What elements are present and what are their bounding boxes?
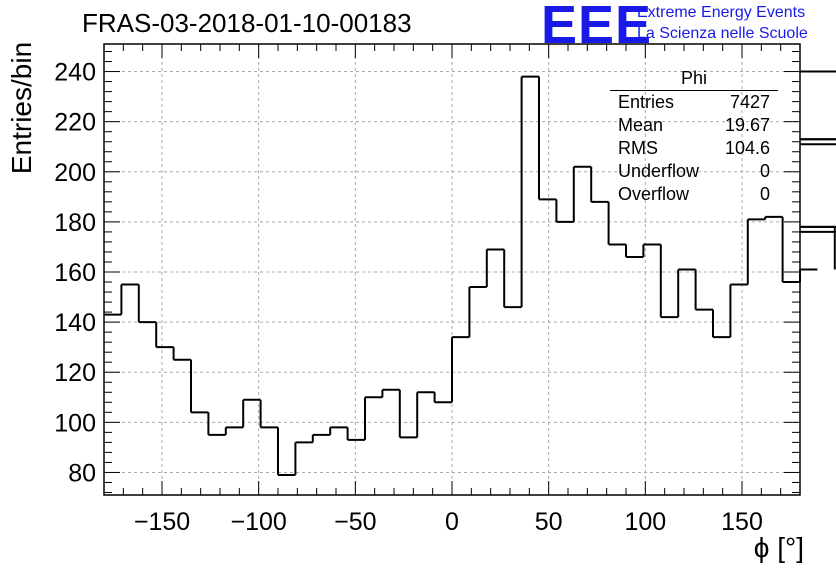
stats-title: Phi: [610, 68, 778, 91]
stats-box: Phi Entries 7427 Mean 19.67 RMS 104.6 Under…: [610, 68, 778, 206]
stats-row: Entries 7427: [610, 91, 778, 114]
stats-row: Underflow 0: [610, 160, 778, 183]
logo-line-2: La Scienza nelle Scuole: [637, 25, 808, 42]
stats-label: Entries: [618, 92, 675, 112]
y-tick-label: 100: [54, 409, 96, 437]
x-tick-label: 50: [535, 508, 563, 536]
stats-value: 104.6: [724, 138, 770, 158]
stats-label: Overflow: [618, 184, 690, 204]
y-tick-label: 80: [68, 459, 96, 487]
y-axis-label: Entries/bin: [6, 41, 37, 175]
x-tick-label: −100: [231, 508, 287, 536]
chart-title: FRAS-03-2018-01-10-00183: [82, 8, 412, 38]
stats-label: Underflow: [618, 161, 700, 181]
y-tick-label: 220: [54, 109, 96, 137]
stats-value: 19.67: [724, 115, 770, 135]
stats-row: RMS 104.6: [610, 137, 778, 160]
x-axis-label: ϕ [°]: [753, 532, 804, 563]
stats-label: RMS: [618, 138, 658, 158]
y-tick-label: 140: [54, 309, 96, 337]
eee-logo: EEE: [541, 0, 653, 55]
stats-label: Mean: [618, 115, 664, 135]
y-tick-label: 240: [54, 59, 96, 87]
x-tick-label: −150: [134, 508, 190, 536]
stats-row: Overflow 0: [610, 183, 778, 206]
y-tick-label: 180: [54, 209, 96, 237]
stats-value: 0: [759, 184, 770, 204]
stats-value: 7427: [729, 92, 770, 112]
x-tick-label: −50: [334, 508, 376, 536]
logo-line-1: Extreme Energy Events: [637, 4, 806, 21]
y-tick-label: 120: [54, 359, 96, 387]
y-tick-label: 200: [54, 159, 96, 187]
stats-row: Mean 19.67: [610, 114, 778, 137]
x-tick-label: 150: [721, 508, 763, 536]
x-tick-label: 100: [624, 508, 666, 536]
x-tick-label: 0: [445, 508, 459, 536]
y-tick-label: 160: [54, 259, 96, 287]
stats-value: 0: [759, 161, 770, 181]
